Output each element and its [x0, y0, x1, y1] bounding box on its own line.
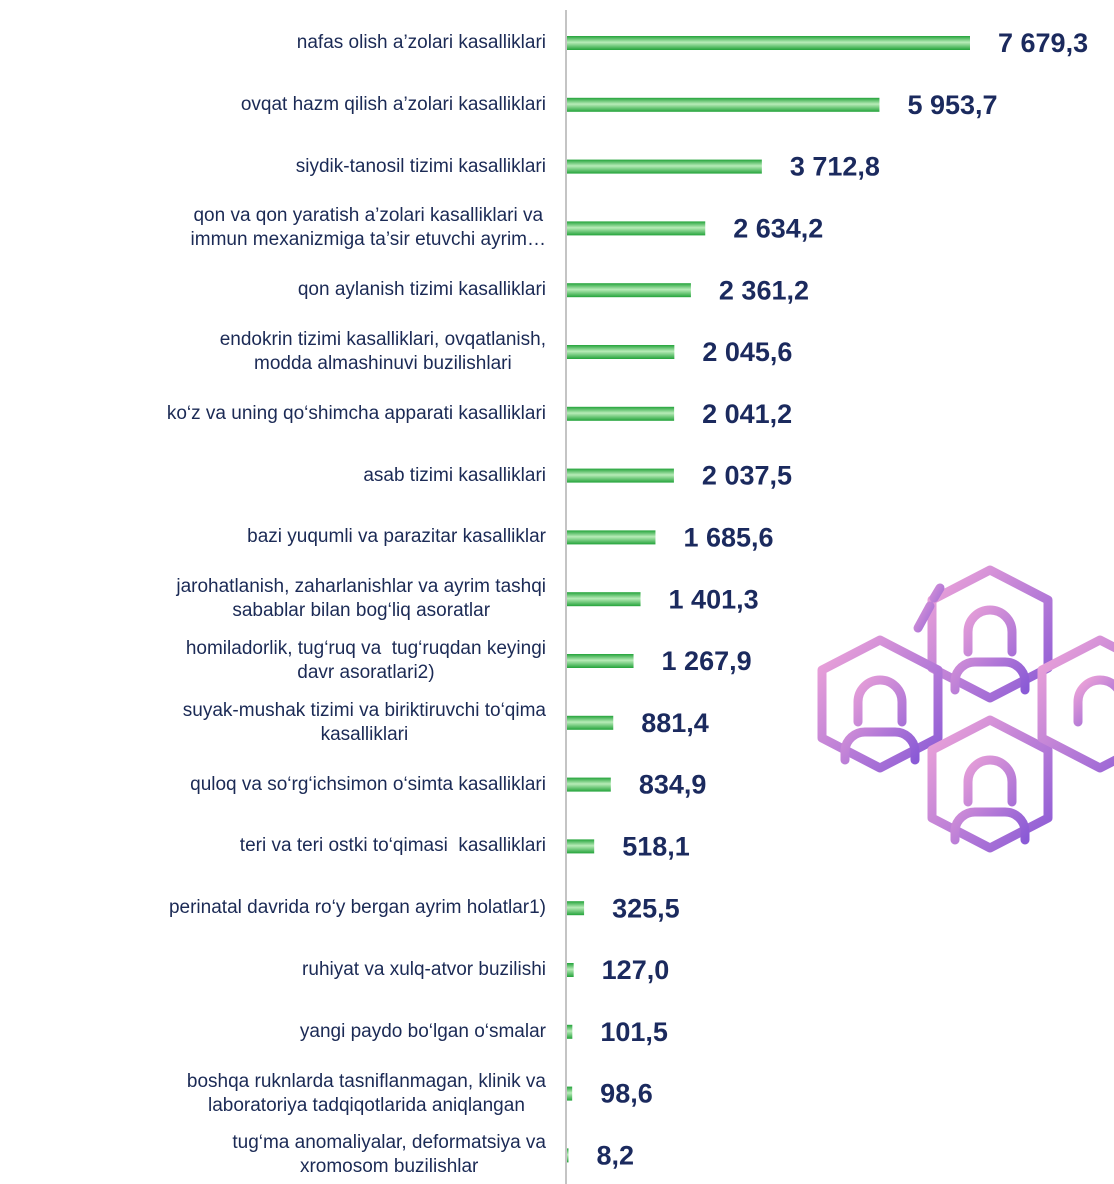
category-label: quloq va so‘rg‘ichsimon o‘simta kasallik… [190, 773, 546, 797]
bar [567, 98, 879, 112]
bar [567, 901, 584, 915]
value-label: 1 685,6 [683, 523, 773, 553]
category-label: suyak-mushak tizimi va biriktiruvchi to‘… [183, 699, 546, 747]
bar [567, 654, 634, 668]
bar [567, 592, 641, 606]
bar [567, 469, 674, 483]
bar [567, 1025, 572, 1039]
category-label: qon va qon yaratish a’zolari kasalliklar… [191, 204, 546, 252]
bar [567, 963, 574, 977]
value-label: 325,5 [612, 893, 680, 923]
category-label: homiladorlik, tug‘ruq va tug‘ruqdan keyi… [186, 637, 546, 685]
bar [567, 283, 691, 297]
category-label: ko‘z va uning qo‘shimcha apparati kasall… [167, 402, 546, 426]
category-label: teri va teri ostki to‘qimasi kasalliklar… [240, 834, 546, 858]
value-label: 1 401,3 [669, 584, 759, 614]
category-label: bazi yuqumli va parazitar kasalliklar [247, 525, 546, 549]
bar [567, 160, 762, 174]
value-label: 881,4 [641, 708, 709, 738]
bar [567, 36, 970, 50]
category-label: boshqa ruknlarda tasniflanmagan, klinik … [187, 1070, 546, 1118]
category-label: jarohatlanish, zaharlanishlar va ayrim t… [176, 575, 546, 623]
value-label: 518,1 [622, 832, 690, 862]
value-label: 2 634,2 [733, 214, 823, 244]
value-label: 8,2 [597, 1141, 635, 1171]
bar [567, 778, 611, 792]
bar [567, 839, 594, 853]
category-label: asab tizimi kasalliklari [363, 464, 546, 488]
value-label: 834,9 [639, 770, 707, 800]
bar [567, 345, 674, 359]
category-label: endokrin tizimi kasalliklari, ovqatlanis… [220, 328, 546, 376]
category-label: ovqat hazm qilish a’zolari kasalliklari [241, 93, 546, 117]
category-label: qon aylanish tizimi kasalliklari [298, 278, 546, 302]
bar [567, 1148, 569, 1162]
value-label: 2 041,2 [702, 399, 792, 429]
chart-svg: 7 679,3 5 953,7 3 712,8 2 634,2 2 361,2 2 045… [0, 0, 1114, 1184]
bar [567, 1087, 572, 1101]
value-label: 2 045,6 [702, 337, 792, 367]
category-label: nafas olish a’zolari kasalliklari [297, 31, 546, 55]
chart: 7 679,3 5 953,7 3 712,8 2 634,2 2 361,2 2 045… [0, 0, 1114, 1184]
bar [567, 407, 674, 421]
decor-icon [822, 570, 1114, 848]
value-label: 5 953,7 [907, 90, 997, 120]
bar [567, 530, 655, 544]
category-label: tug‘ma anomaliyalar, deformatsiya va xro… [232, 1131, 546, 1179]
category-label: perinatal davrida ro‘y bergan ayrim hola… [169, 896, 546, 920]
value-label: 7 679,3 [998, 28, 1088, 58]
value-label: 2 361,2 [719, 275, 809, 305]
value-label: 2 037,5 [702, 461, 792, 491]
category-label: yangi paydo bo‘lgan o‘smalar [300, 1020, 546, 1044]
category-label: siydik-tanosil tizimi kasalliklari [296, 155, 546, 179]
bar [567, 221, 705, 235]
value-label: 3 712,8 [790, 152, 880, 182]
value-label: 1 267,9 [662, 646, 752, 676]
value-label: 101,5 [600, 1017, 668, 1047]
value-label: 98,6 [600, 1079, 653, 1109]
value-label: 127,0 [602, 955, 670, 985]
bar [567, 716, 613, 730]
category-label: ruhiyat va xulq-atvor buzilishi [302, 958, 546, 982]
